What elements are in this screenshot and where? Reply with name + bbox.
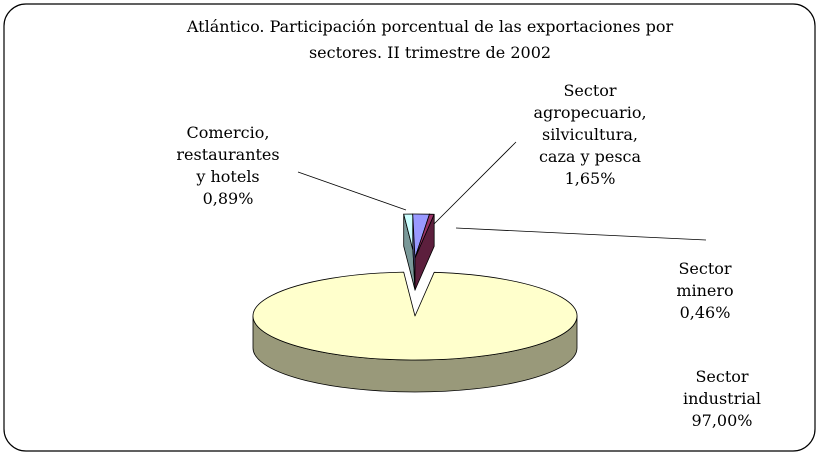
value-label: 0,46%: [679, 303, 731, 322]
category-name: Sector minero: [676, 259, 734, 300]
leader-line: [455, 227, 707, 241]
chart-title: Atlántico. Participación porcentual de l…: [186, 17, 674, 62]
category-name: Comercio, restaurantes y hotels: [176, 123, 280, 186]
leader-line: [433, 141, 517, 225]
value-label: 0,89%: [202, 189, 254, 208]
pie-slice: [414, 213, 435, 259]
data-label: Sector agropecuario, silvicultura, caza …: [533, 80, 646, 190]
data-label: Sector industrial 97,00%: [683, 366, 761, 432]
data-label: Sector minero 0,46%: [648, 258, 763, 324]
value-label: 1,65%: [564, 169, 616, 188]
pie-slice: [252, 271, 578, 361]
category-name: Sector industrial: [682, 367, 762, 408]
data-label: Comercio, restaurantes y hotels 0,89%: [176, 122, 279, 210]
leader-line: [297, 171, 407, 211]
category-name: Sector agropecuario, silvicultura, caza …: [533, 81, 647, 166]
value-label: 97,00%: [691, 411, 753, 430]
